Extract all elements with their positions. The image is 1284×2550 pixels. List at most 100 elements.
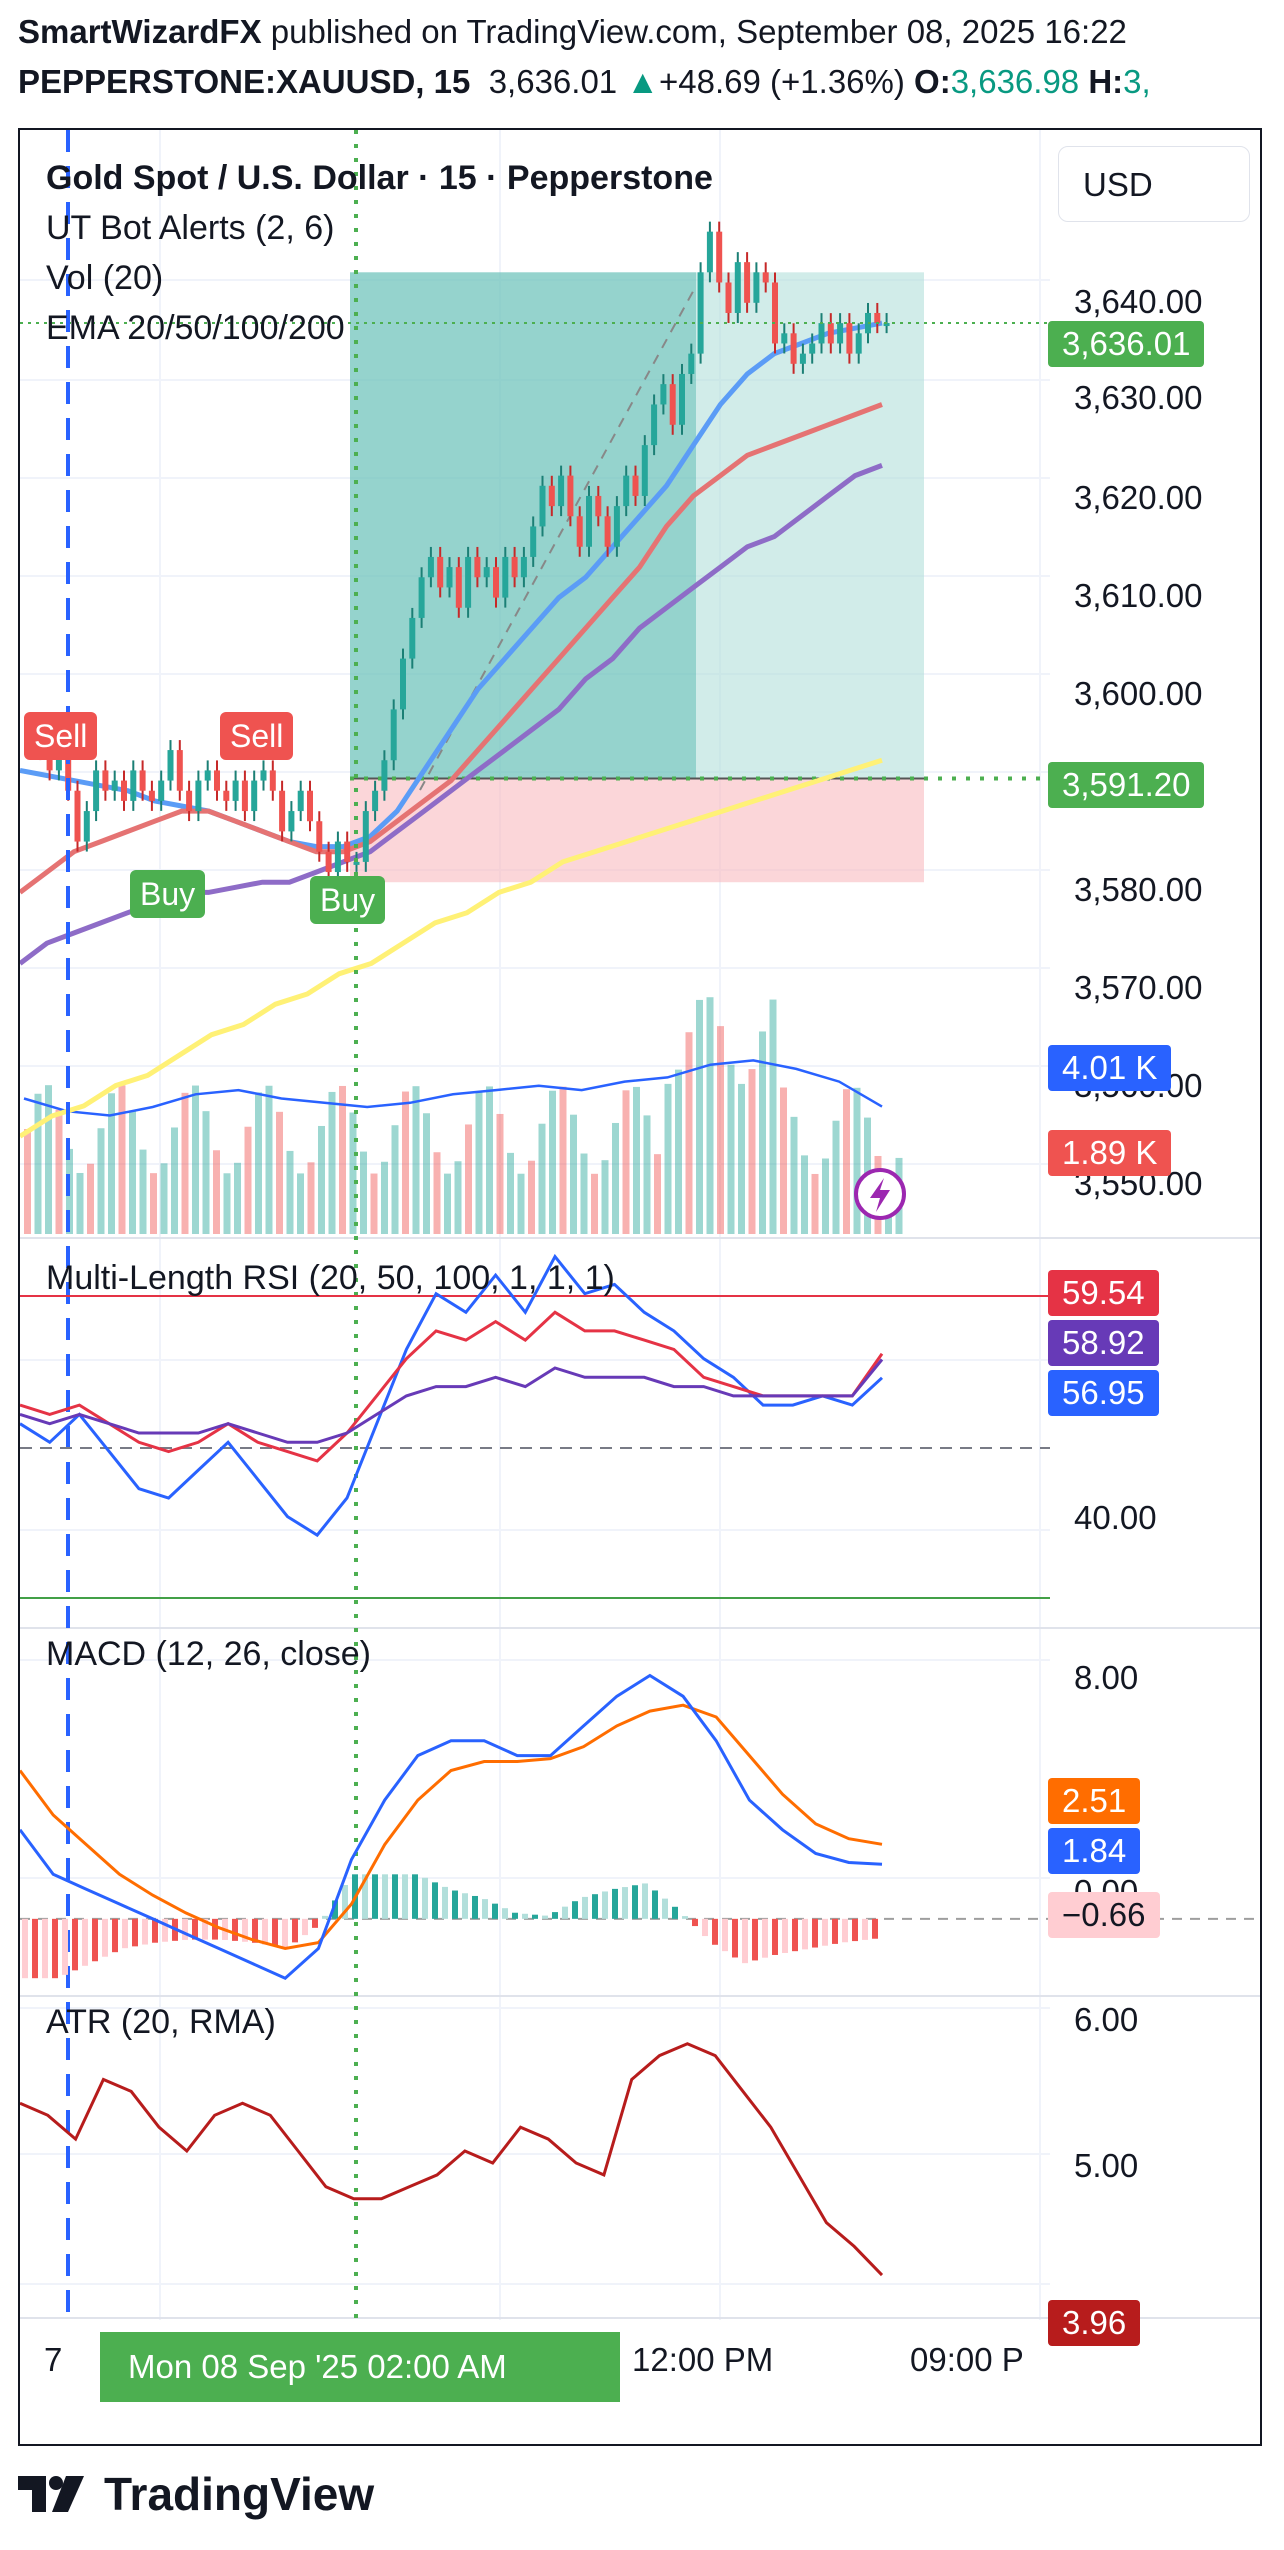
volume-bar: [696, 999, 703, 1234]
macd-histogram-bar: [692, 1918, 698, 1927]
macd-histogram-bar: [42, 1918, 48, 1979]
volume-bar: [759, 1031, 766, 1234]
candle: [325, 851, 332, 873]
candle: [46, 750, 53, 771]
candle: [474, 556, 481, 578]
macd-histogram-bar: [82, 1918, 88, 1966]
legend-ut-bot[interactable]: UT Bot Alerts (2, 6): [46, 209, 335, 247]
rsi-badge-2: 58.92: [1048, 1320, 1159, 1366]
candle: [465, 556, 472, 608]
volume-bar: [748, 1069, 756, 1234]
macd-histogram-bar: [332, 1900, 338, 1919]
time-tick: 12:00 PM: [632, 2341, 774, 2378]
volume-bar: [97, 1128, 105, 1234]
volume-bar: [276, 1111, 283, 1234]
time-tick: 7: [44, 2341, 63, 2378]
price-tick: 3,600.00: [1074, 675, 1203, 712]
macd-histogram-bar: [162, 1918, 168, 1942]
candle: [660, 384, 667, 405]
volume-bar: [780, 1087, 787, 1234]
volume-bar: [570, 1114, 577, 1234]
time-tick: 09:00 P: [910, 2341, 1024, 2378]
volume-bar: [496, 1113, 504, 1234]
legend-volume[interactable]: Vol (20): [46, 259, 164, 297]
chart-canvas[interactable]: [20, 130, 1260, 2444]
macd-histogram-bar: [832, 1918, 838, 1944]
candle: [548, 485, 555, 507]
macd-histogram-bar: [772, 1918, 778, 1955]
macd-histogram-bar: [132, 1918, 138, 1947]
macd-signal-badge: 2.51: [1048, 1778, 1141, 1824]
volume-ma-badge: 4.01 K: [1048, 1045, 1172, 1091]
macd-histogram-bar: [202, 1918, 208, 1940]
macd-histogram-bar: [592, 1894, 598, 1919]
candle: [214, 770, 220, 791]
macd-histogram-bar: [622, 1887, 628, 1919]
macd-histogram-bar: [542, 1915, 548, 1919]
chart-frame[interactable]: Gold Spot / U.S. Dollar · 15 · Peppersto…: [18, 128, 1262, 2446]
macd-histogram-bar: [532, 1914, 538, 1919]
volume-bar: [612, 1122, 619, 1234]
candle: [502, 556, 509, 598]
macd-histogram-bar: [852, 1918, 858, 1942]
macd-histogram-bar: [372, 1874, 378, 1919]
legend-ema[interactable]: EMA 20/50/100/200: [46, 309, 345, 347]
volume-bar: [790, 1116, 798, 1234]
price-tick: 3,570.00: [1074, 969, 1203, 1006]
candle: [195, 780, 202, 812]
volume-bar: [549, 1090, 556, 1234]
candle: [372, 790, 379, 812]
candle: [697, 272, 704, 354]
legend-macd[interactable]: MACD (12, 26, close): [46, 1635, 371, 1673]
volume-bar: [318, 1125, 325, 1234]
candle: [223, 790, 230, 801]
atr-badge: 3.96: [1048, 2300, 1141, 2346]
macd-signal-line: [20, 1703, 883, 1951]
candle: [139, 770, 146, 791]
candle: [744, 262, 751, 303]
currency-button[interactable]: USD: [1058, 146, 1250, 222]
macd-histogram-bar: [382, 1874, 388, 1919]
candle: [679, 373, 685, 425]
tradingview-brand: TradingView: [104, 2468, 375, 2520]
volume-bar: [664, 1083, 672, 1234]
volume-bar: [591, 1173, 598, 1234]
macd-histogram-bar: [502, 1908, 508, 1919]
volume-bar: [24, 1129, 31, 1234]
candle: [418, 577, 425, 618]
volume-bar: [181, 1092, 189, 1234]
candle: [753, 272, 760, 303]
candle: [400, 658, 406, 710]
candle: [790, 333, 797, 364]
symbol-line: PEPPERSTONE:XAUUSD, 15 3,636.01 ▲+48.69 …: [18, 62, 1151, 102]
volume-bar: [654, 1154, 661, 1234]
volume-bar: [297, 1173, 304, 1234]
macd-histogram-bar: [812, 1918, 818, 1948]
legend-rsi[interactable]: Multi-Length RSI (20, 50, 100, 1, 1, 1): [46, 1259, 615, 1297]
candle: [241, 780, 248, 812]
volume-bar: [475, 1091, 483, 1234]
candle: [111, 780, 118, 791]
macd-histogram-bar: [402, 1874, 408, 1919]
candle: [176, 750, 183, 791]
candle: [604, 516, 611, 547]
time-crosshair-label: Mon 08 Sep '25 02:00 AM: [100, 2332, 620, 2402]
legend-atr[interactable]: ATR (20, RMA): [46, 2003, 276, 2041]
volume-bar: [486, 1086, 493, 1234]
volume-bar: [349, 1112, 357, 1234]
candle: [260, 770, 267, 781]
volume-bar: [580, 1153, 588, 1234]
macd-histogram-bar: [652, 1890, 658, 1919]
macd-histogram-bar: [722, 1918, 728, 1952]
atr-line: [20, 2042, 884, 2277]
candle: [483, 567, 490, 578]
volume-bar: [129, 1110, 136, 1234]
candle: [446, 567, 453, 588]
macd-histogram-bar: [462, 1893, 468, 1919]
volume-bar: [853, 1087, 861, 1234]
candle: [641, 445, 648, 496]
atr-tick: 6.00: [1074, 2001, 1139, 2038]
volume-bar: [843, 1089, 850, 1234]
macd-histogram-bar: [572, 1901, 578, 1919]
candle: [334, 841, 341, 873]
